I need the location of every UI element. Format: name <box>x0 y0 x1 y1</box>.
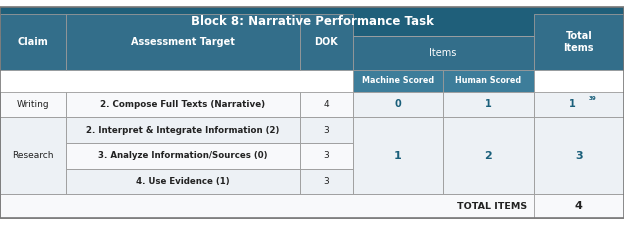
Text: 39: 39 <box>588 96 597 101</box>
Text: Writing: Writing <box>16 100 49 109</box>
Text: Block 8: Narrative Performance Task: Block 8: Narrative Performance Task <box>190 15 434 28</box>
Text: Machine Scored: Machine Scored <box>362 76 434 85</box>
Text: Claim: Claim <box>17 37 48 47</box>
Bar <box>66 92 300 117</box>
Bar <box>443 70 534 92</box>
Bar <box>300 92 353 117</box>
Text: DOK: DOK <box>314 37 338 47</box>
Bar <box>0 117 66 194</box>
Bar <box>300 143 353 169</box>
Bar <box>0 194 624 218</box>
Bar <box>0 14 66 70</box>
Bar <box>0 92 66 117</box>
Text: Research: Research <box>12 151 54 160</box>
Text: 0: 0 <box>394 99 401 109</box>
Bar <box>66 169 300 194</box>
Bar <box>0 7 624 36</box>
Bar <box>534 194 624 218</box>
Text: TOTAL ITEMS: TOTAL ITEMS <box>457 202 527 211</box>
Text: 2. Compose Full Texts (Narrative): 2. Compose Full Texts (Narrative) <box>100 100 265 109</box>
Bar <box>443 117 534 194</box>
Bar <box>353 36 534 70</box>
Bar <box>300 169 353 194</box>
Bar <box>353 92 443 117</box>
Text: 2. Interpret & Integrate Information (2): 2. Interpret & Integrate Information (2) <box>86 126 279 135</box>
Text: Human Scored: Human Scored <box>456 76 521 85</box>
Text: 4: 4 <box>575 201 583 211</box>
Text: Items: Items <box>429 48 457 58</box>
Bar <box>353 70 443 92</box>
Bar <box>534 14 624 70</box>
Text: 3: 3 <box>575 151 583 161</box>
Bar <box>300 117 353 143</box>
Text: 1: 1 <box>485 99 492 109</box>
Bar <box>534 92 624 117</box>
Text: 3. Analyze Information/Sources (0): 3. Analyze Information/Sources (0) <box>98 151 267 160</box>
Bar <box>66 117 300 143</box>
Text: 4: 4 <box>323 100 329 109</box>
Bar <box>66 14 300 70</box>
Text: 2: 2 <box>484 151 492 161</box>
Text: 1: 1 <box>394 151 402 161</box>
Text: 3: 3 <box>323 177 329 186</box>
Bar <box>443 92 534 117</box>
Text: 1: 1 <box>569 99 576 109</box>
Text: 4. Use Evidence (1): 4. Use Evidence (1) <box>135 177 230 186</box>
Bar <box>66 143 300 169</box>
Text: Total
Items: Total Items <box>563 31 594 53</box>
Text: Assessment Target: Assessment Target <box>130 37 235 47</box>
Bar <box>353 117 443 194</box>
Text: 3: 3 <box>323 151 329 160</box>
Text: 3: 3 <box>323 126 329 135</box>
Bar <box>300 14 353 70</box>
Bar <box>534 117 624 194</box>
